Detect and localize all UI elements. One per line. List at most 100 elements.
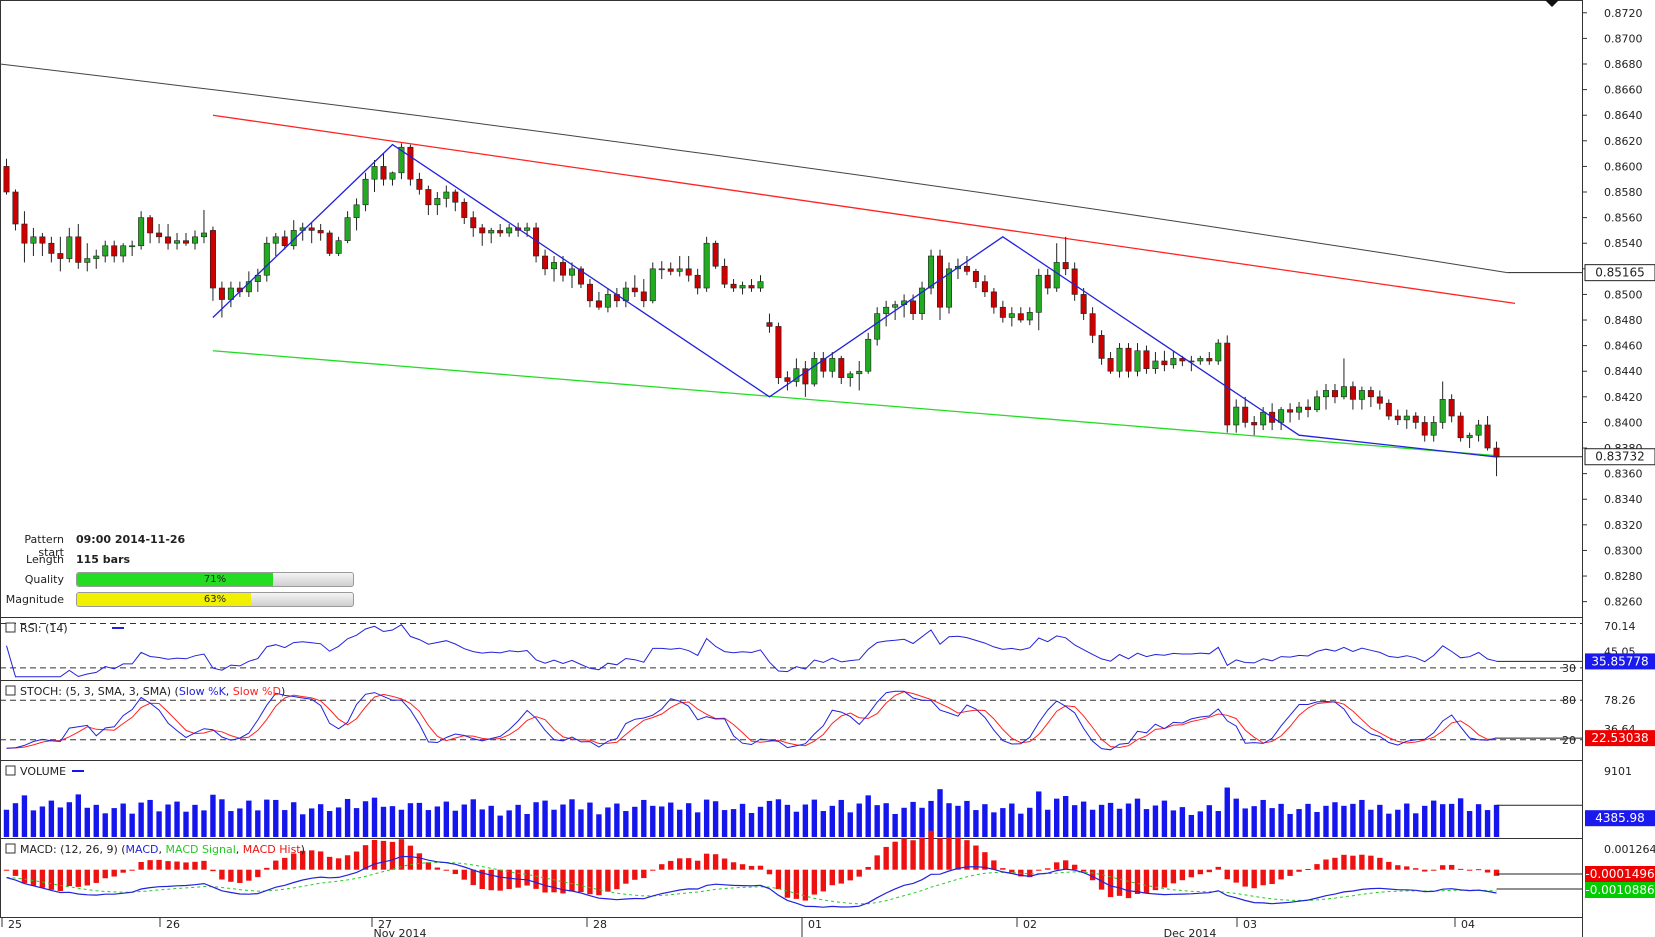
volume-bar [120, 803, 126, 837]
macd-hist-bar [398, 839, 405, 870]
volume-bar [1475, 804, 1482, 837]
macd-hist-bar [66, 869, 73, 887]
candle-body [793, 368, 800, 382]
volume-bar [1009, 803, 1015, 837]
volume-bar [605, 807, 611, 837]
macd-hist-bar [677, 858, 683, 870]
candle-body [811, 358, 818, 385]
volume-bar [1206, 805, 1212, 837]
macd-hist-bar [685, 858, 692, 870]
candle-body [1403, 415, 1410, 421]
candle-body [111, 245, 118, 257]
volume-bar [273, 799, 279, 837]
volume-bar [264, 799, 270, 837]
candle-body [1475, 424, 1482, 436]
macd-hist-bar [219, 869, 225, 880]
price-tick-label: 0.8440 [1604, 365, 1643, 378]
stoch-current-value: 22.53038 [1591, 731, 1648, 745]
macd-hist-bar [847, 869, 853, 881]
macd-hist-bar [1305, 868, 1311, 870]
quality-bar-text: 71% [203, 574, 227, 585]
volume-bar [847, 812, 853, 837]
macd-hist-bar [1475, 869, 1482, 871]
macd-hist-bar [811, 869, 818, 895]
price-tick-label: 0.8400 [1604, 416, 1643, 429]
quality-label: Quality [24, 573, 64, 586]
volume-bar [982, 804, 988, 837]
macd-hist-bar [1045, 868, 1051, 870]
macd-hist-bar [165, 861, 171, 870]
volume-bar [1386, 813, 1392, 837]
macd-hist-bar [156, 859, 162, 870]
macd-hist-bar [1098, 869, 1105, 890]
macd-hist-bar [84, 869, 90, 886]
macd-hist-bar [1457, 868, 1464, 870]
time-month-label: Nov 2014 [374, 927, 427, 937]
volume-bar [829, 805, 835, 837]
candle-body [39, 236, 46, 244]
volume-bar [1484, 810, 1491, 837]
candle-body [434, 198, 441, 206]
macd-hist-bar [551, 869, 557, 893]
macd-hist-bar [192, 861, 198, 870]
volume-bar [48, 800, 55, 837]
volume-bar [1233, 798, 1239, 837]
macd-hist-bar [919, 837, 925, 870]
macd-hist-bar [1071, 864, 1078, 870]
candle-body [1125, 347, 1132, 372]
volume-bar [1332, 802, 1338, 837]
volume-bar [1054, 798, 1060, 837]
time-day-label: 03 [1243, 918, 1257, 931]
candle-body [1296, 406, 1303, 413]
price-tick-label: 0.8640 [1604, 109, 1643, 122]
macd-hist-bar [1224, 869, 1230, 880]
candle-body [1367, 390, 1374, 398]
volume-axis-label: 9101 [1604, 765, 1632, 778]
macd-hist-bar [1386, 861, 1392, 870]
stoch-level-label: 80 [1562, 694, 1576, 707]
candle-body [999, 306, 1006, 318]
candle-body [1179, 358, 1186, 362]
candle-body [1071, 268, 1078, 295]
volume-bar [1341, 805, 1347, 837]
candle-body [1466, 434, 1473, 439]
candle-body [829, 358, 836, 372]
candle-body [165, 236, 172, 244]
macd-hist-bar [1493, 869, 1500, 876]
volume-bar [1098, 804, 1105, 837]
macd-hist-bar [865, 866, 871, 870]
candle-body [640, 291, 647, 302]
macd-hist-badge [1585, 866, 1655, 882]
price-tick-label: 0.8320 [1604, 519, 1643, 532]
volume-bar [1278, 803, 1284, 837]
volume-bar [165, 804, 171, 837]
volume-bar [1431, 800, 1437, 837]
candle-body [389, 172, 396, 180]
volume-bar [1143, 809, 1150, 837]
ma-value: 0.85165 [1595, 266, 1645, 280]
candle-body [542, 255, 549, 270]
macd-hist-bar [407, 845, 414, 870]
macd-hist-bar [892, 841, 898, 870]
macd-legend-end: ) [301, 843, 305, 856]
volume-bar [1251, 806, 1257, 837]
length-label: Length [26, 553, 64, 566]
macd-hist-bar [75, 869, 81, 887]
macd-hist-bar [569, 869, 575, 892]
candle-body [604, 294, 611, 308]
macd-hist-bar [506, 869, 512, 890]
macd-hist-bar [111, 869, 117, 877]
macd-hist-bar [1134, 869, 1141, 894]
rsi-line [6, 624, 1497, 678]
volume-bar [650, 805, 656, 837]
macd-hist-bar [1054, 862, 1060, 870]
volume-bar [569, 799, 575, 837]
macd-signal-legend: MACD Signal [166, 843, 236, 856]
candle-body [263, 242, 270, 276]
macd-hist-bar [937, 838, 943, 870]
volume-bar [703, 799, 710, 837]
candle-body [506, 227, 513, 234]
candle-body [30, 236, 37, 244]
candle-body [1322, 390, 1329, 398]
